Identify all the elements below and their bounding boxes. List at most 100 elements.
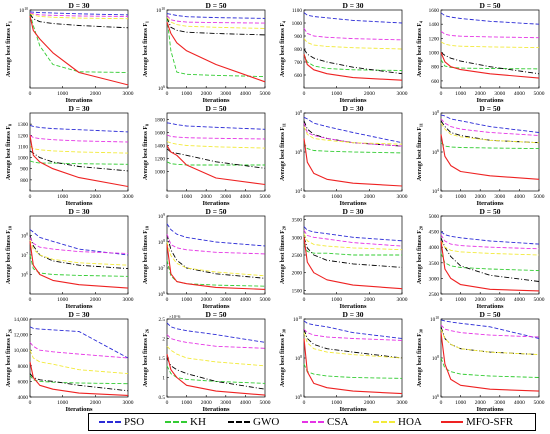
x-axis-label: Iterations [65, 97, 93, 104]
series-line-hoa [303, 38, 403, 50]
x-tick-label: 2000 [90, 194, 101, 200]
x-tick-label: 0 [440, 400, 443, 406]
y-tick-label: 108 [295, 110, 302, 117]
series-line-csa [166, 334, 266, 349]
series-line-mfo-sfr [440, 240, 540, 292]
series-line-mfo-sfr [303, 138, 403, 187]
series-line-mfo-sfr [166, 145, 266, 186]
y-tick-label: 1200 [155, 157, 166, 163]
convergence-figure: D = 30 0 1000 2000 3000 Iterations 1010 Average… [6, 1, 545, 412]
y-tick-label: 900 [294, 34, 302, 40]
y-axis-label: Average best fitness F11 [280, 123, 287, 181]
plot-frame [166, 9, 266, 89]
x-tick-label: 3000 [494, 194, 505, 200]
y-tick-label: 1800 [155, 118, 166, 124]
y-axis-label: Average best fitness F30 [417, 329, 424, 387]
y-tick-label: 1400 [429, 22, 440, 28]
y-tick-label: 1100 [292, 8, 303, 14]
subplot-5: D = 30 0 1000 2000 3000 Iterations 800 900 1000 1… [6, 104, 134, 207]
series-line-csa [303, 123, 403, 147]
legend-label-kh: KH [190, 416, 206, 428]
legend-swatch-hoa [373, 421, 395, 423]
y-tick-label: 2500 [429, 292, 440, 298]
subplot-title: D = 30 [69, 104, 90, 113]
series-line-gwo [303, 120, 403, 147]
x-tick-label: 1000 [181, 194, 192, 200]
legend-label-gwo: GWO [253, 416, 280, 428]
x-tick-label: 4000 [240, 91, 251, 97]
subplot-title: D = 50 [206, 207, 227, 216]
series-line-csa [303, 27, 403, 41]
legend-label-hoa: HOA [398, 416, 422, 428]
series-line-hoa [29, 13, 129, 20]
x-tick-label: 0 [303, 297, 306, 303]
y-tick-label: 5000 [429, 214, 440, 220]
y-tick-label: 108 [295, 355, 302, 362]
series-line-pso [303, 320, 403, 339]
legend-item-mfo-sfr: MFO-SFR [441, 414, 513, 430]
series-line-kh [29, 160, 129, 165]
y-tick-label: 1500 [292, 288, 303, 294]
legend-swatch-gwo [228, 421, 250, 423]
x-tick-label: 1000 [455, 194, 466, 200]
y-tick-label: 106 [158, 85, 165, 92]
series-line-hoa [29, 350, 129, 375]
y-axis-label: Average best fitness F30 [280, 329, 287, 387]
series-line-mfo-sfr [440, 332, 540, 392]
y-tick-label: 1000 [292, 21, 303, 27]
subplot-title: D = 30 [69, 310, 90, 319]
y-tick-label: 12,000 [14, 333, 29, 339]
series-line-csa [166, 134, 266, 140]
y-tick-label: 1000 [18, 156, 29, 162]
x-tick-label: 2000 [364, 297, 375, 303]
x-tick-label: 4000 [514, 297, 525, 303]
y-tick-label: 1600 [155, 131, 166, 137]
x-tick-label: 3000 [397, 400, 408, 406]
x-tick-label: 0 [303, 194, 306, 200]
series-line-gwo [29, 13, 129, 29]
y-axis-label: Average best fitness F1 [143, 21, 150, 77]
y-tick-label: 4000 [429, 245, 440, 251]
series-line-pso [303, 226, 403, 242]
y-tick-label: 106 [158, 291, 165, 298]
series-line-pso [166, 122, 266, 130]
series-line-kh [29, 13, 129, 73]
series-line-csa [29, 134, 129, 143]
y-tick-label: 10,000 [14, 348, 29, 354]
x-tick-label: 5000 [260, 194, 271, 200]
x-tick-label: 1000 [181, 297, 192, 303]
y-tick-label: 1010 [430, 316, 439, 323]
series-line-hoa [440, 122, 540, 144]
x-tick-label: 5000 [534, 297, 545, 303]
x-tick-label: 1000 [455, 400, 466, 406]
series-line-pso [29, 326, 129, 359]
y-tick-label: 3500 [292, 218, 303, 224]
legend-label-csa: CSA [327, 416, 349, 428]
x-axis-label: Iterations [476, 97, 504, 104]
series-line-kh [440, 59, 540, 70]
y-axis-label: Average best fitness F26 [6, 329, 13, 387]
x-tick-label: 2000 [201, 297, 212, 303]
y-axis-label: Average best fitness F20 [417, 226, 424, 284]
x-tick-label: 5000 [534, 194, 545, 200]
series-line-pso [440, 114, 540, 133]
series-line-hoa [166, 141, 266, 149]
series-line-hoa [166, 241, 266, 277]
series-line-gwo [440, 120, 540, 144]
series-line-mfo-sfr [166, 21, 266, 83]
x-tick-label: 4000 [514, 194, 525, 200]
x-tick-label: 5000 [260, 297, 271, 303]
series-line-pso [303, 116, 403, 144]
y-tick-label: 109 [158, 213, 165, 220]
x-tick-label: 3000 [397, 194, 408, 200]
x-tick-label: 3000 [397, 91, 408, 97]
series-line-kh [303, 244, 402, 256]
x-tick-label: 1000 [331, 297, 342, 303]
x-tick-label: 2000 [90, 400, 101, 406]
series-line-kh [303, 363, 403, 379]
subplot-title: D = 50 [480, 104, 501, 113]
series-line-kh [166, 17, 266, 78]
series-line-csa [303, 328, 403, 341]
y-tick-label: 106 [432, 394, 439, 401]
x-axis-label: Iterations [339, 97, 367, 104]
